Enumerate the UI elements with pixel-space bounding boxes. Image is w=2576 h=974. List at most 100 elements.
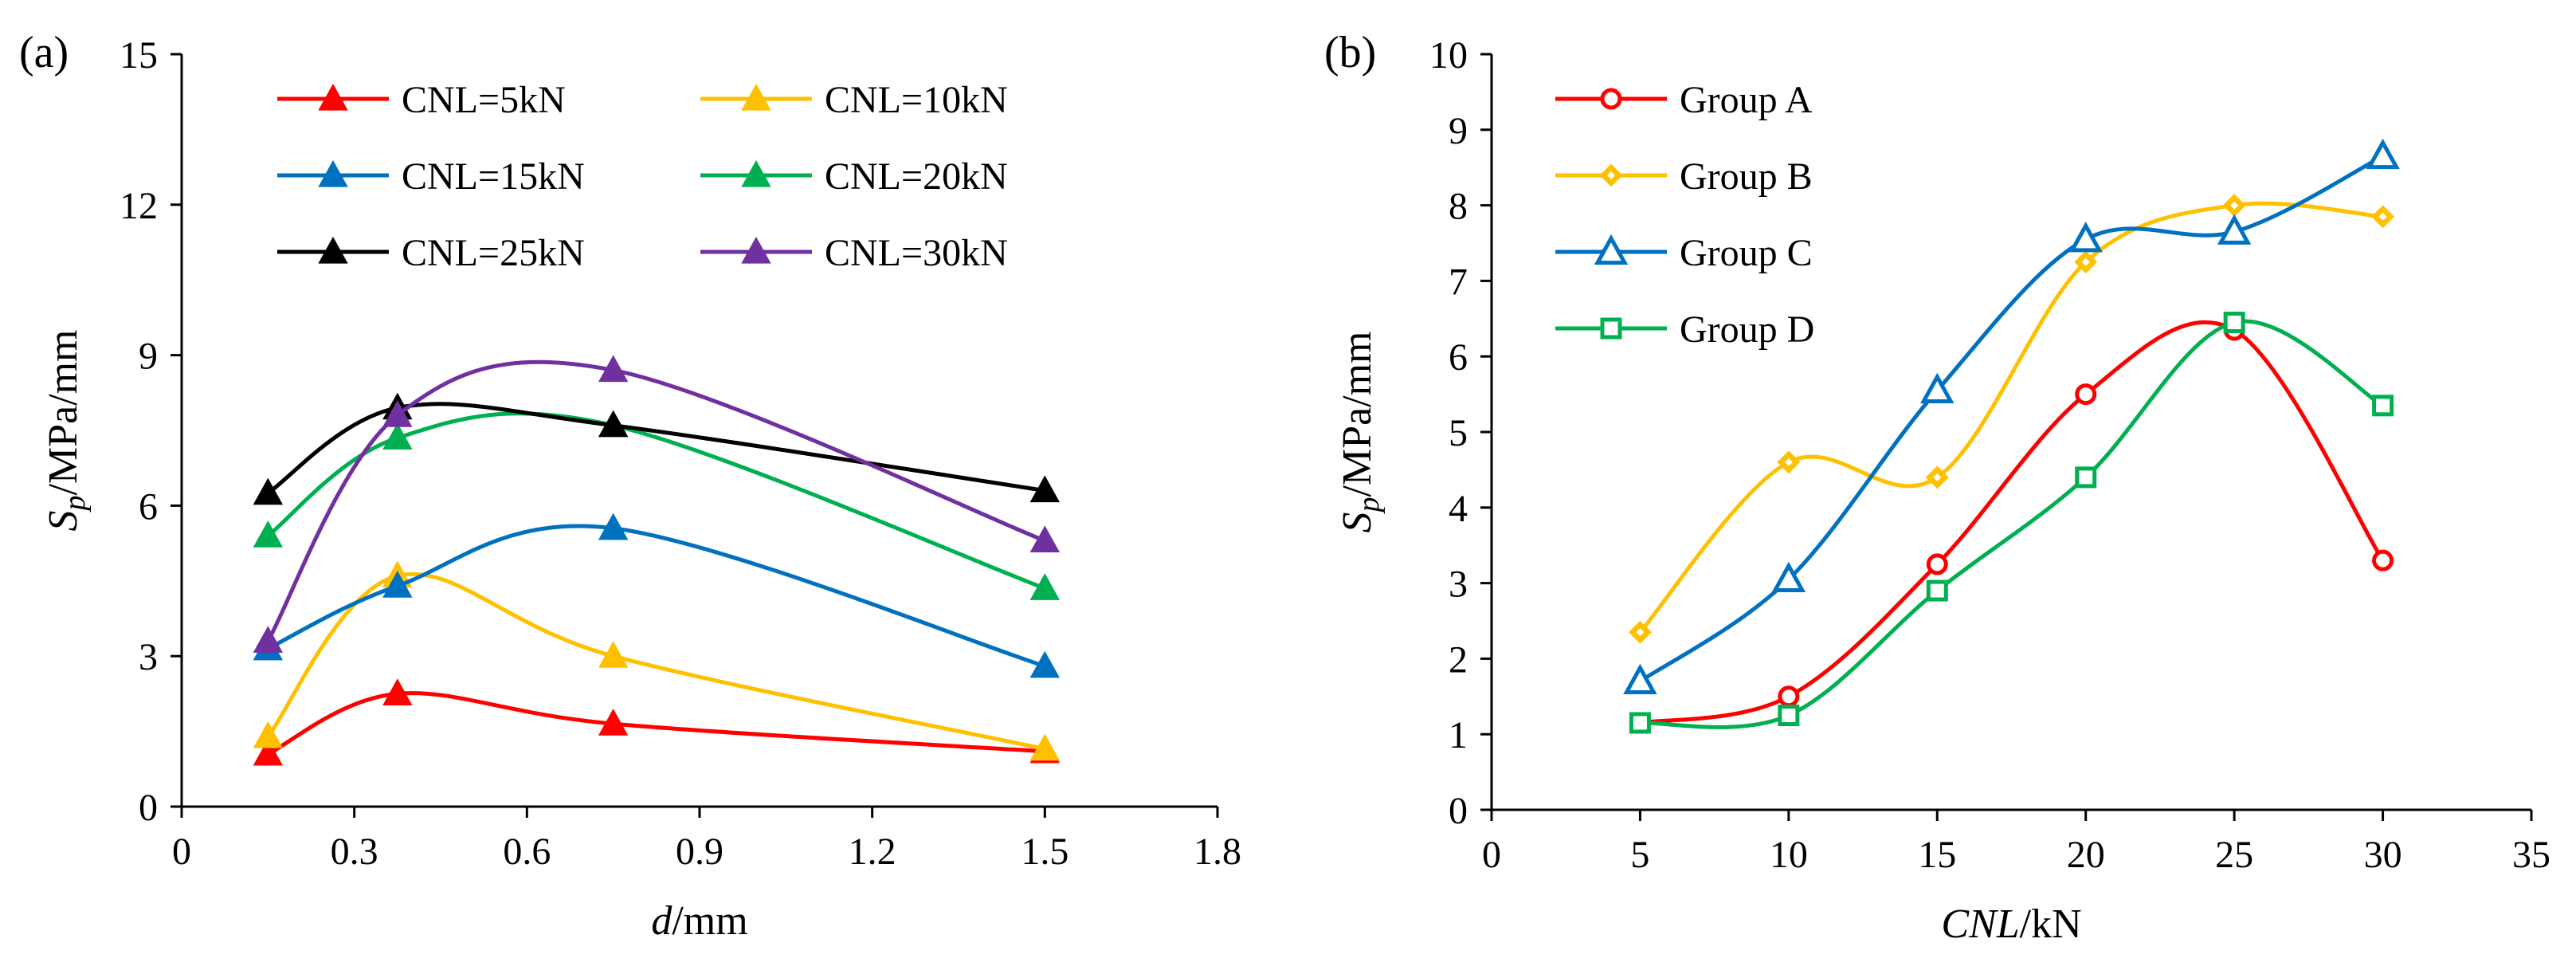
y-tick-label: 10 — [1429, 34, 1468, 77]
x-axis-label-b: CNL/kN — [1941, 901, 2081, 947]
x-tick-label: 1.5 — [1021, 831, 1068, 873]
legend-marker-6 — [741, 236, 771, 264]
x-tick-label: 0.9 — [676, 831, 723, 873]
data-point-series-2 — [1029, 733, 1061, 761]
data-point-series-5 — [253, 477, 284, 505]
data-point-series-6 — [253, 626, 284, 653]
legend-marker-5 — [318, 236, 348, 264]
chart-panel-b: (b) 0 5 10 15 20 25 30 35 0 1 2 3 4 5 6 7 8 9 10 Group A Gr… — [1324, 28, 2551, 947]
legend-label-4: CNL=20kN — [825, 155, 1008, 198]
y-tick-label: 0 — [139, 787, 158, 829]
data-point-series-6 — [382, 400, 413, 427]
data-point-series-3 — [2366, 138, 2400, 170]
data-point-series-2-inner — [2081, 257, 2090, 266]
series-line-3 — [1639, 154, 2384, 683]
y-tick-label: 0 — [1449, 790, 1468, 832]
data-point-series-1 — [598, 709, 629, 736]
series-line-5 — [266, 402, 1045, 495]
data-point-series-6 — [598, 355, 629, 383]
y-tick-label: 8 — [1449, 186, 1468, 228]
y-tick-label: 9 — [1449, 110, 1468, 152]
data-point-series-2-inner — [1784, 458, 1793, 466]
y-tick-label: 9 — [139, 336, 158, 378]
data-point-series-3 — [1623, 663, 1657, 694]
data-point-series-4 — [1629, 712, 1651, 734]
series-line-4 — [1640, 319, 2384, 729]
x-tick-label: 20 — [2067, 834, 2105, 876]
series-line-6 — [266, 359, 1046, 642]
data-point-series-1 — [1778, 685, 1800, 708]
legend-marker-4 — [1600, 317, 1622, 340]
data-point-series-4 — [2223, 312, 2245, 334]
legend-label-2: Group B — [1680, 155, 1813, 198]
x-tick-label: 30 — [2364, 834, 2402, 876]
data-point-series-3 — [2068, 222, 2103, 253]
data-point-series-3 — [1029, 650, 1061, 678]
series-line-1 — [267, 691, 1045, 756]
legend-label-5: CNL=25kN — [402, 232, 585, 274]
legend-label-1: Group A — [1680, 79, 1813, 121]
legend-marker-2-inner — [1607, 171, 1615, 179]
x-tick-label: 5 — [1630, 834, 1649, 876]
y-tick-label: 5 — [1449, 412, 1468, 454]
series-line-3 — [267, 524, 1046, 669]
x-tick-label: 0.6 — [503, 831, 551, 873]
series-line-1 — [1639, 320, 2385, 725]
y-axis-label-a: Sp/MPa/mm — [41, 329, 92, 531]
y-tick-label: 12 — [120, 185, 158, 227]
legend-marker-1 — [1600, 88, 1622, 110]
data-point-series-4 — [2075, 466, 2097, 489]
series-line-4 — [266, 411, 1046, 591]
data-point-series-3 — [2217, 214, 2252, 245]
legend-marker-1 — [318, 83, 348, 111]
y-tick-label: 6 — [1449, 336, 1468, 379]
x-axis-label-a: d/mm — [651, 898, 747, 944]
data-point-series-6 — [1029, 525, 1061, 553]
x-tick-label: 10 — [1770, 834, 1808, 876]
x-tick-label: 25 — [2215, 834, 2253, 876]
data-point-series-4 — [253, 520, 284, 548]
x-tick-label: 15 — [1918, 834, 1956, 876]
data-point-series-3 — [598, 513, 629, 540]
y-tick-label: 3 — [139, 636, 158, 678]
legend-marker-3 — [1594, 234, 1629, 265]
data-point-series-4 — [1926, 579, 1948, 602]
legend-label-2: CNL=10kN — [825, 79, 1008, 121]
x-tick-label: 1.2 — [849, 831, 896, 873]
x-tick-label: 0.3 — [331, 831, 378, 873]
data-point-series-2-inner — [2378, 212, 2387, 221]
data-point-series-1 — [382, 678, 413, 705]
y-tick-label: 1 — [1449, 714, 1468, 756]
x-tick-label: 35 — [2512, 834, 2551, 876]
data-point-series-5 — [1029, 475, 1061, 503]
data-point-series-1 — [1926, 553, 1948, 575]
x-tick-label: 0 — [1482, 834, 1501, 876]
y-tick-label: 6 — [139, 485, 158, 528]
y-tick-label: 15 — [120, 34, 158, 77]
y-axis-label-b: Sp/MPa/mm — [1335, 331, 1386, 532]
y-tick-label: 7 — [1449, 261, 1468, 303]
panel-label-a: (a) — [19, 28, 69, 77]
data-point-series-2-inner — [1636, 628, 1645, 637]
data-point-series-2-inner — [2230, 201, 2239, 210]
legend-label-3: CNL=15kN — [402, 155, 585, 198]
y-tick-label: 2 — [1449, 638, 1468, 681]
data-point-series-4 — [2372, 395, 2394, 417]
legend-label-3: Group C — [1680, 232, 1813, 274]
data-point-series-1 — [253, 738, 284, 766]
legend-marker-3 — [318, 159, 348, 187]
data-point-series-2-inner — [1933, 473, 1942, 481]
data-point-series-1 — [2075, 383, 2097, 406]
x-tick-label: 1.8 — [1194, 831, 1241, 873]
y-tick-label: 3 — [1449, 564, 1468, 606]
chart-panel-a: (a) 0 0.3 0.6 0.9 1.2 1.5 1.8 0 3 6 9 12 15 CNL=5kN C… — [19, 28, 1241, 944]
legend-label-4: Group D — [1680, 308, 1814, 351]
data-point-series-1 — [2372, 549, 2394, 571]
legend-marker-4 — [741, 159, 771, 187]
y-tick-label: 4 — [1449, 488, 1468, 530]
legend-label-6: CNL=30kN — [825, 232, 1008, 274]
data-point-series-3 — [1920, 372, 1955, 403]
panel-label-b: (b) — [1324, 28, 1376, 77]
legend-marker-2 — [741, 83, 771, 111]
data-point-series-5 — [598, 410, 629, 438]
